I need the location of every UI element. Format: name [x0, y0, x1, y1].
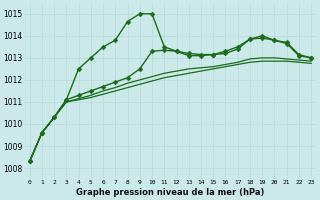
X-axis label: Graphe pression niveau de la mer (hPa): Graphe pression niveau de la mer (hPa): [76, 188, 265, 197]
